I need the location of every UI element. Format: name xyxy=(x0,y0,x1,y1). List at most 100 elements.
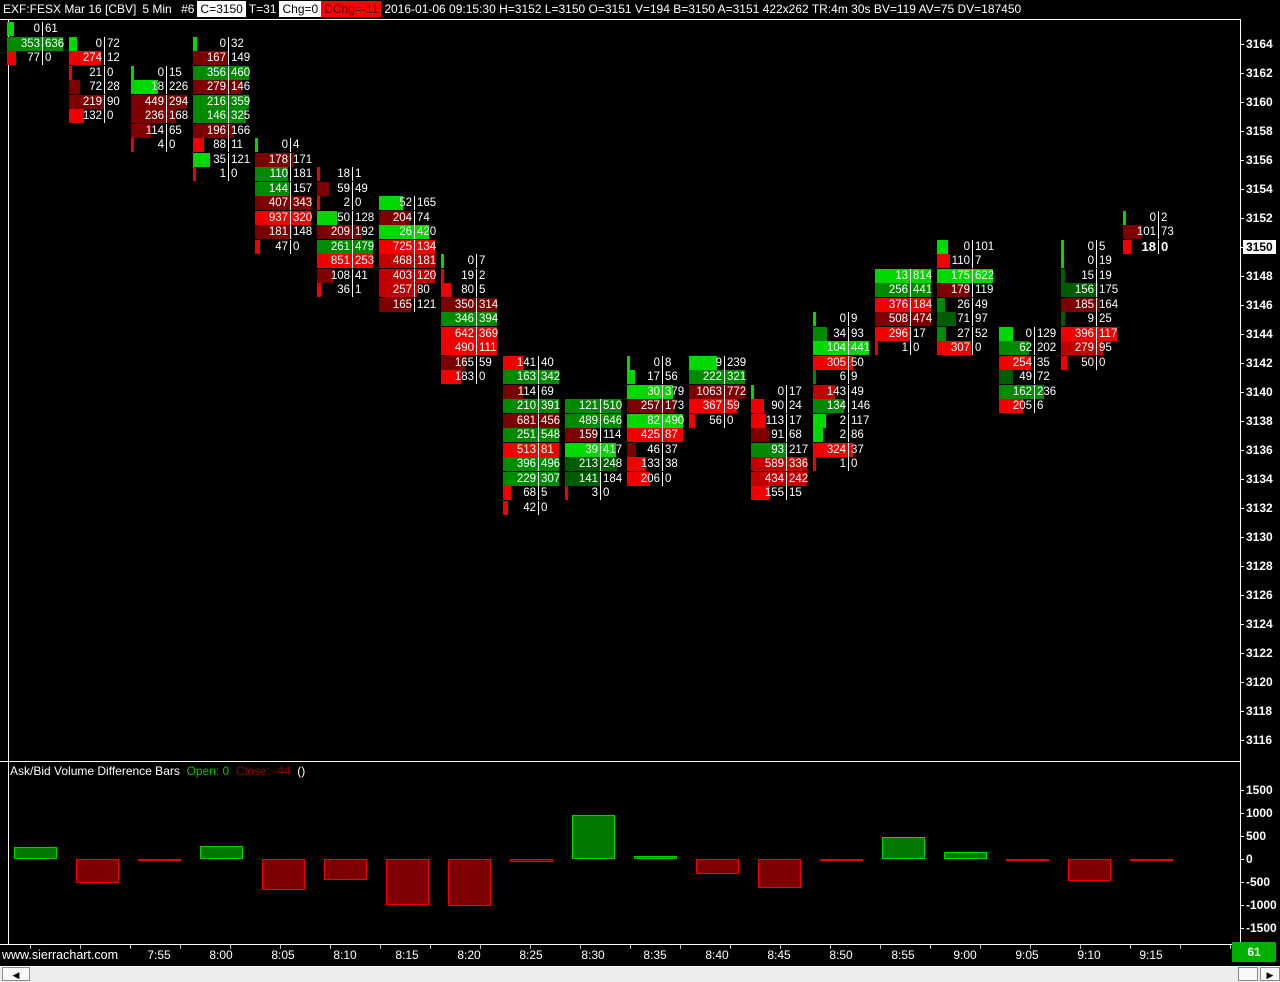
chart-right-border xyxy=(1240,19,1241,945)
bid-ask-divider xyxy=(910,268,911,283)
footprint-cell: 165 59 xyxy=(441,355,497,370)
cell-volume-bar xyxy=(813,326,827,341)
footprint-cell: 50 0 xyxy=(1061,355,1117,370)
cell-volume-bar xyxy=(193,167,196,182)
cell-volume-bar xyxy=(69,109,84,124)
cell-volume-bar xyxy=(193,51,228,66)
bid-volume: 30 xyxy=(647,385,660,398)
bid-ask-divider xyxy=(166,123,167,138)
bid-ask-divider xyxy=(972,312,973,327)
cell-volume-bar xyxy=(1061,297,1100,312)
cell-volume-bar xyxy=(503,500,508,515)
footprint-cell: 181 148 xyxy=(255,225,312,240)
ask-volume: 52 xyxy=(975,327,988,340)
volume-diff-bar xyxy=(820,859,863,861)
footprint-cell: 26 49 xyxy=(937,297,993,312)
bid-ask-divider xyxy=(228,152,229,167)
cell-volume-bar xyxy=(317,239,373,254)
ask-volume: 90 xyxy=(107,95,120,108)
price-axis-tick xyxy=(1240,218,1244,219)
ask-volume: 149 xyxy=(231,52,251,65)
bid-ask-divider xyxy=(972,239,973,254)
footprint-cell: 165 121 xyxy=(379,297,436,312)
bid-ask-divider xyxy=(848,413,849,428)
ask-volume: 0 xyxy=(913,342,920,355)
bid-ask-divider xyxy=(538,428,539,443)
bid-volume: 356 xyxy=(206,66,226,79)
ask-volume: 772 xyxy=(727,385,747,398)
footprint-cell: 0 15 xyxy=(131,65,187,80)
price-axis-tick xyxy=(1240,566,1244,567)
bid-ask-divider xyxy=(414,210,415,225)
bid-volume: 0 xyxy=(33,23,40,36)
bid-ask-divider xyxy=(538,384,539,399)
time-axis-tick xyxy=(230,945,231,949)
bid-volume: 0 xyxy=(1025,327,1032,340)
ask-volume: 369 xyxy=(479,327,499,340)
bid-volume: 6 xyxy=(839,371,846,384)
price-axis-tick xyxy=(1240,595,1244,596)
ask-volume: 320 xyxy=(293,211,313,224)
bid-ask-divider xyxy=(166,94,167,109)
time-axis-tick xyxy=(130,945,131,949)
cell-volume-bar xyxy=(875,312,931,327)
bid-ask-divider xyxy=(1096,268,1097,283)
footprint-cell: 257 80 xyxy=(379,283,435,298)
ask-volume: 248 xyxy=(603,458,623,471)
bid-volume: 18 xyxy=(337,168,350,181)
ask-volume: 68 xyxy=(789,429,802,442)
time-axis-tick xyxy=(530,945,531,949)
bid-volume: 0 xyxy=(157,66,164,79)
cell-volume-bar xyxy=(441,268,444,283)
horizontal-scrollbar[interactable] xyxy=(0,966,1280,982)
cell-volume-bar xyxy=(1123,225,1142,240)
diff-axis-tick xyxy=(1240,859,1244,860)
bid-volume: 0 xyxy=(219,37,226,50)
footprint-cell: 62 202 xyxy=(999,341,1056,356)
scroll-thumb[interactable] xyxy=(1238,967,1258,981)
cell-volume-bar xyxy=(565,399,621,414)
bid-ask-divider xyxy=(786,399,787,414)
volume-diff-bar xyxy=(386,859,429,906)
scroll-right-button[interactable]: ▶ xyxy=(1260,967,1280,981)
ask-volume: 184 xyxy=(603,472,623,485)
bid-ask-divider xyxy=(1096,326,1097,341)
footprint-cell: 91 68 xyxy=(751,428,807,443)
bid-volume: 449 xyxy=(144,95,164,108)
bid-volume: 324 xyxy=(826,443,846,456)
cell-volume-bar xyxy=(503,471,559,486)
price-axis-label: 3134 xyxy=(1246,472,1273,486)
footprint-cell: 209 192 xyxy=(317,225,374,240)
bid-ask-divider xyxy=(786,486,787,501)
volume-diff-bar xyxy=(882,836,925,859)
ask-volume: 343 xyxy=(293,197,313,210)
time-axis-label: 8:00 xyxy=(209,948,233,962)
time-axis-tick xyxy=(1080,945,1081,949)
bid-volume: 396 xyxy=(516,458,536,471)
volume-diff-bar xyxy=(448,859,491,906)
bid-ask-divider xyxy=(972,341,973,356)
ask-volume: 6 xyxy=(1037,400,1044,413)
bid-ask-divider xyxy=(910,283,911,298)
bid-volume: 204 xyxy=(392,211,412,224)
bid-ask-divider xyxy=(662,355,663,370)
bid-ask-divider xyxy=(104,36,105,51)
ask-volume: 50 xyxy=(851,356,864,369)
ask-volume: 2 xyxy=(1161,211,1168,224)
bid-ask-divider xyxy=(228,36,229,51)
time-axis-tick xyxy=(330,945,331,949)
bid-volume: 0 xyxy=(95,37,102,50)
bid-volume: 181 xyxy=(268,226,288,239)
bid-volume: 256 xyxy=(888,284,908,297)
watermark-link[interactable]: www.sierrachart.com xyxy=(2,948,118,962)
ask-volume: 460 xyxy=(231,66,251,79)
scroll-left-button[interactable]: ◀ xyxy=(2,967,30,981)
quote-info-label: 2016-01-06 09:15:30 H=3152 L=3150 O=3151… xyxy=(384,2,1022,16)
cell-volume-bar xyxy=(627,355,630,370)
volume-diff-bar xyxy=(14,846,57,859)
ask-volume: 56 xyxy=(665,371,678,384)
chg-badge: Chg=0 xyxy=(279,1,322,17)
ask-volume: 336 xyxy=(789,458,809,471)
